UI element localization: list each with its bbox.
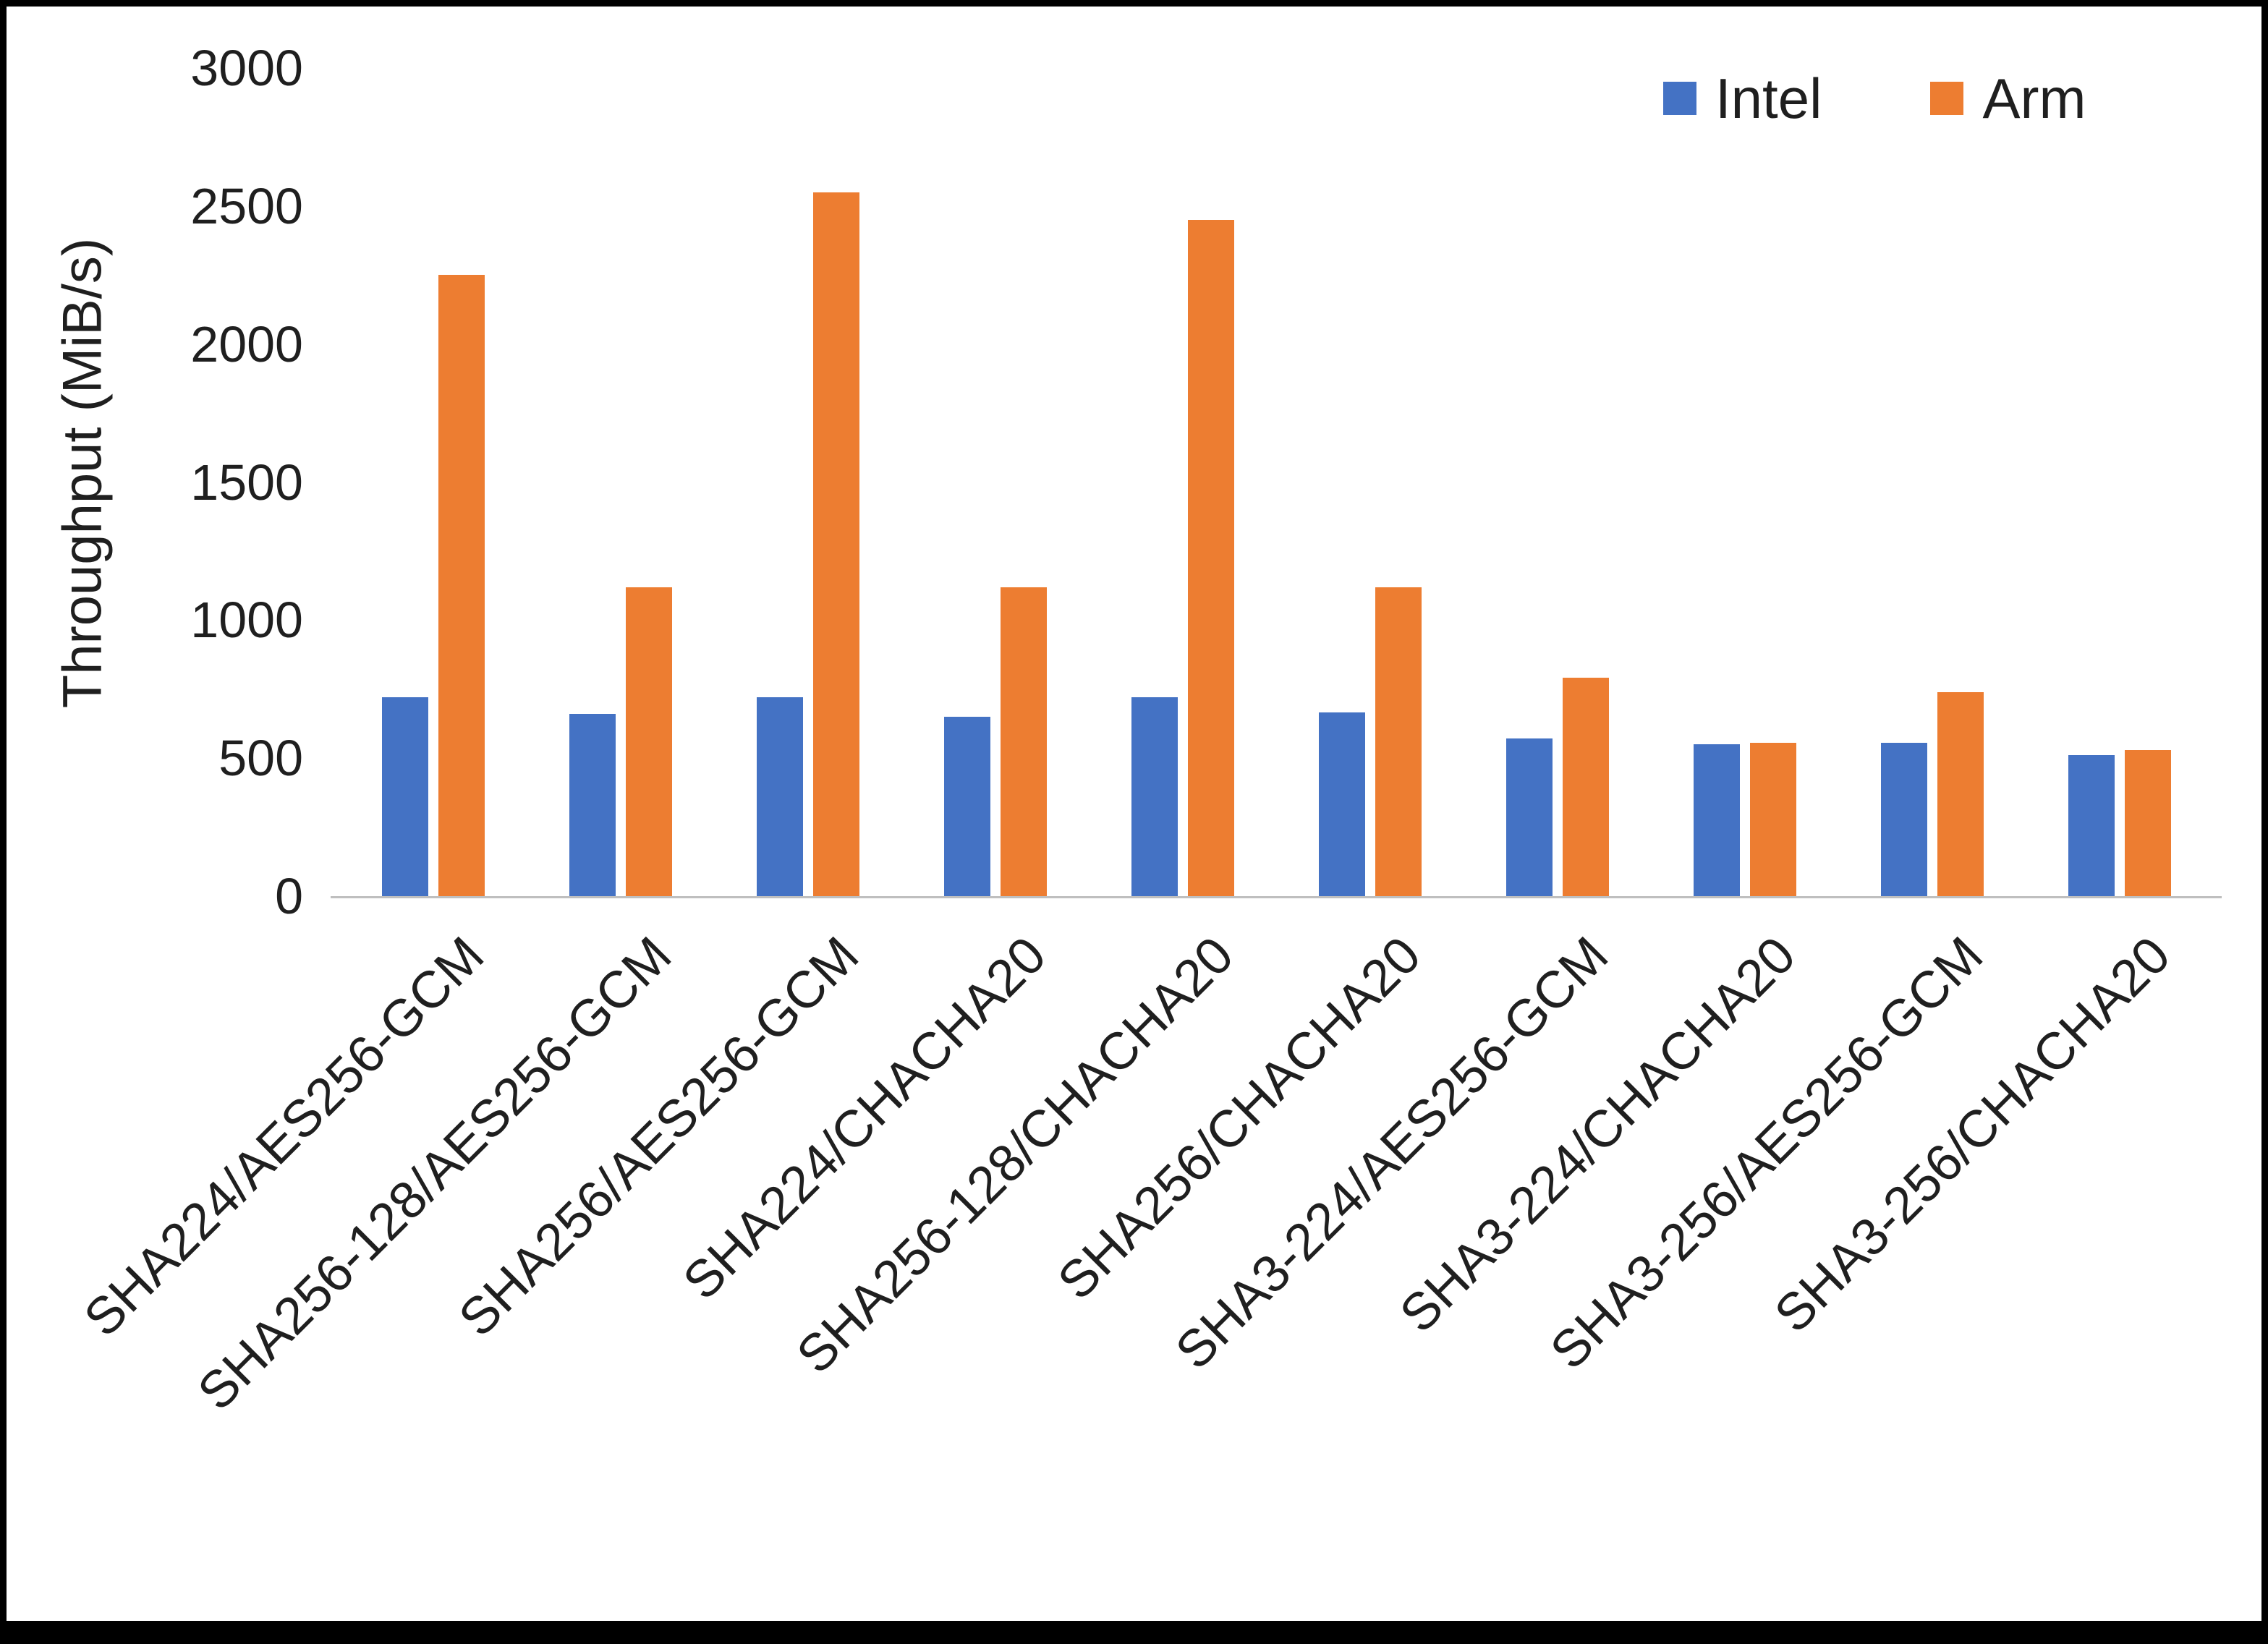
bar-arm (438, 275, 485, 896)
legend-item-intel: Intel (1663, 70, 1822, 127)
bar-arm (1563, 678, 1609, 896)
bar-arm (813, 192, 859, 896)
legend-swatch-arm-icon (1930, 82, 1964, 115)
x-axis-line (331, 896, 2222, 898)
y-tick-label: 500 (218, 730, 303, 787)
bar-intel (1319, 712, 1365, 896)
legend-swatch-intel-icon (1663, 82, 1696, 115)
legend-label-intel: Intel (1715, 67, 1822, 130)
x-category-label: SHA3-256/CHACHA20 (1764, 926, 2182, 1344)
bar-intel (1131, 697, 1178, 896)
legend-label-arm: Arm (1982, 67, 2086, 130)
bar-intel (944, 717, 990, 896)
legend-item-arm: Arm (1930, 70, 2086, 127)
y-tick-label: 0 (275, 868, 303, 924)
bar-arm (626, 587, 672, 896)
y-tick-label: 1000 (190, 592, 303, 649)
bar-intel (2068, 755, 2115, 896)
bar-intel (1506, 738, 1553, 896)
bar-intel (1881, 743, 1927, 896)
bar-intel (757, 697, 803, 896)
legend: Intel Arm (1663, 70, 2086, 127)
y-tick-label: 2000 (190, 315, 303, 372)
x-category-label: SHA256/CHACHA20 (1047, 926, 1432, 1311)
y-tick-label: 3000 (190, 40, 303, 96)
bar-arm (1188, 220, 1234, 896)
bar-intel (1694, 744, 1740, 896)
x-category-label: SHA224/CHACHA20 (672, 926, 1058, 1311)
bar-intel (569, 714, 616, 896)
bar-arm (1937, 692, 1984, 896)
bar-intel (382, 697, 428, 896)
bar-arm (2125, 750, 2171, 896)
bar-arm (1750, 743, 1796, 896)
y-tick-label: 2500 (190, 177, 303, 234)
bar-arm (1375, 587, 1422, 896)
y-tick-label: 1500 (190, 453, 303, 511)
bar-arm (1001, 587, 1047, 896)
